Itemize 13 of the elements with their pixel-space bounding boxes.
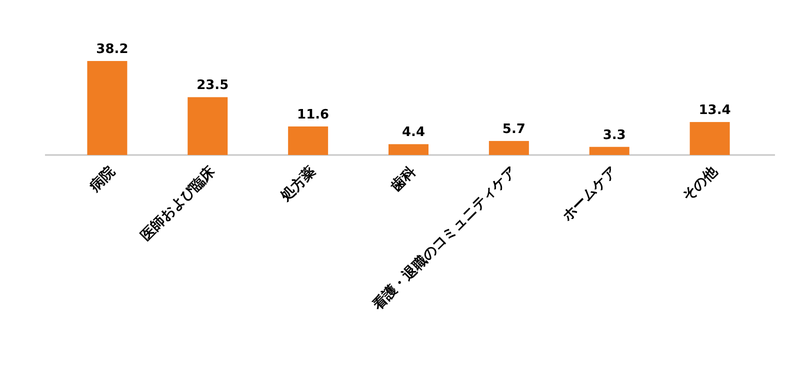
x-tick-label: 歯科: [388, 164, 420, 196]
data-label: 13.4: [698, 103, 731, 118]
x-tick-label: その他: [680, 162, 722, 205]
data-label: 3.3: [602, 128, 626, 143]
x-tick-label: 病院: [86, 162, 118, 196]
data-label: 4.4: [402, 125, 426, 140]
data-label: 38.2: [96, 42, 128, 57]
data-label: 23.5: [196, 78, 229, 94]
data-label: 11.6: [297, 107, 330, 122]
x-tick-label: 医師および臨床: [137, 162, 220, 244]
data-label: 5.7: [502, 122, 526, 137]
x-tick-label: 処方薬: [276, 162, 319, 206]
x-tick-label: ホームケア: [558, 164, 620, 226]
